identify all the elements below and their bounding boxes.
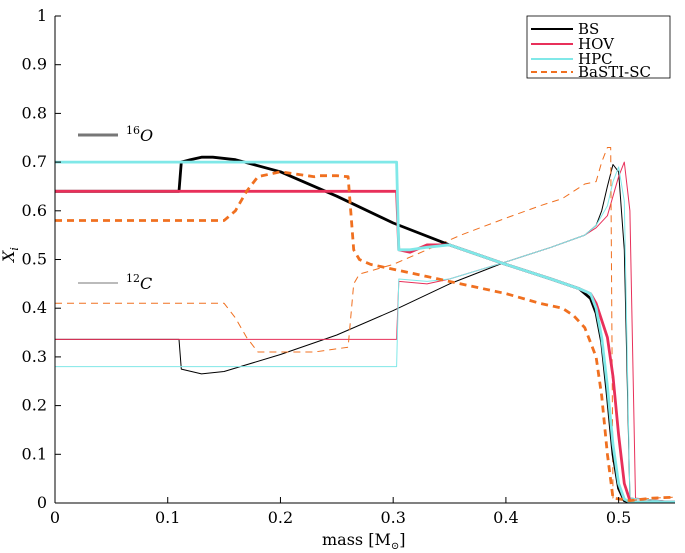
plot-lines bbox=[55, 147, 676, 504]
y-tick-label: 0.7 bbox=[22, 152, 47, 171]
annotation-oxygen: 16O bbox=[78, 124, 153, 145]
x-tick-label: 0 bbox=[50, 508, 60, 527]
x-tick-label: 0.2 bbox=[268, 508, 293, 527]
x-axis-label-sub: ⊙ bbox=[391, 541, 399, 552]
legend-label-hpc: HPC bbox=[578, 50, 613, 68]
legend-box bbox=[526, 15, 671, 79]
y-tick-label: 0.4 bbox=[22, 298, 47, 317]
y-axis-label: Xi bbox=[0, 247, 21, 264]
x-axis-label: mass [M⊙] bbox=[322, 530, 405, 552]
x-tick-label: 0.1 bbox=[155, 508, 180, 527]
y-tick-label: 0 bbox=[37, 493, 47, 512]
legend-label-basti-sc: BaSTI-SC bbox=[578, 63, 651, 81]
y-tick-label: 0.1 bbox=[22, 444, 47, 463]
y-axis-label-main: X bbox=[0, 250, 18, 264]
x-axis-label-end: ] bbox=[399, 530, 405, 549]
series-hov-c bbox=[55, 161, 676, 503]
series-bs-c bbox=[55, 164, 676, 503]
axes bbox=[54, 16, 675, 504]
ticks: 0 0.1 0.2 0.3 0.4 0.5 0 0.1 0.2 0.3 0.4 0.5 0.6 0.7 0.… bbox=[22, 6, 632, 527]
x-axis-label-main: mass [M bbox=[322, 530, 391, 549]
series-hov-o bbox=[55, 189, 675, 504]
series-basti-sc-o bbox=[55, 170, 676, 503]
y-tick-label: 1 bbox=[37, 6, 47, 25]
legend-label-hov: HOV bbox=[578, 35, 615, 53]
annotation-oxygen-element: O bbox=[140, 126, 153, 145]
annotation-carbon-superscript: 12 bbox=[126, 272, 140, 285]
annotation-carbon-label: 12C bbox=[126, 272, 152, 293]
annotation-oxygen-superscript: 16 bbox=[126, 124, 140, 137]
series-hpc-c bbox=[55, 166, 676, 503]
y-axis-label-sub: i bbox=[8, 247, 21, 251]
annotation-oxygen-label: 16O bbox=[126, 124, 153, 145]
legend: BS HOV HPC BaSTI-SC bbox=[526, 15, 671, 81]
y-tick-label: 0.2 bbox=[22, 396, 47, 415]
y-tick-label: 0.6 bbox=[22, 201, 47, 220]
x-tick-label: 0.3 bbox=[380, 508, 405, 527]
y-tick-label: 0.8 bbox=[22, 103, 47, 122]
legend-label-bs: BS bbox=[578, 20, 599, 38]
x-tick-label: 0.5 bbox=[606, 508, 631, 527]
y-tick-label: 0.3 bbox=[22, 347, 47, 366]
annotation-carbon: 12C bbox=[78, 272, 152, 293]
y-tick-label: 0.9 bbox=[22, 55, 47, 74]
y-tick-label: 0.5 bbox=[22, 250, 47, 269]
series-basti-sc-c bbox=[55, 147, 676, 502]
x-tick-label: 0.4 bbox=[493, 508, 518, 527]
series-hpc-o bbox=[55, 160, 675, 504]
annotation-carbon-element: C bbox=[140, 274, 152, 293]
series-bs-o bbox=[55, 155, 675, 504]
